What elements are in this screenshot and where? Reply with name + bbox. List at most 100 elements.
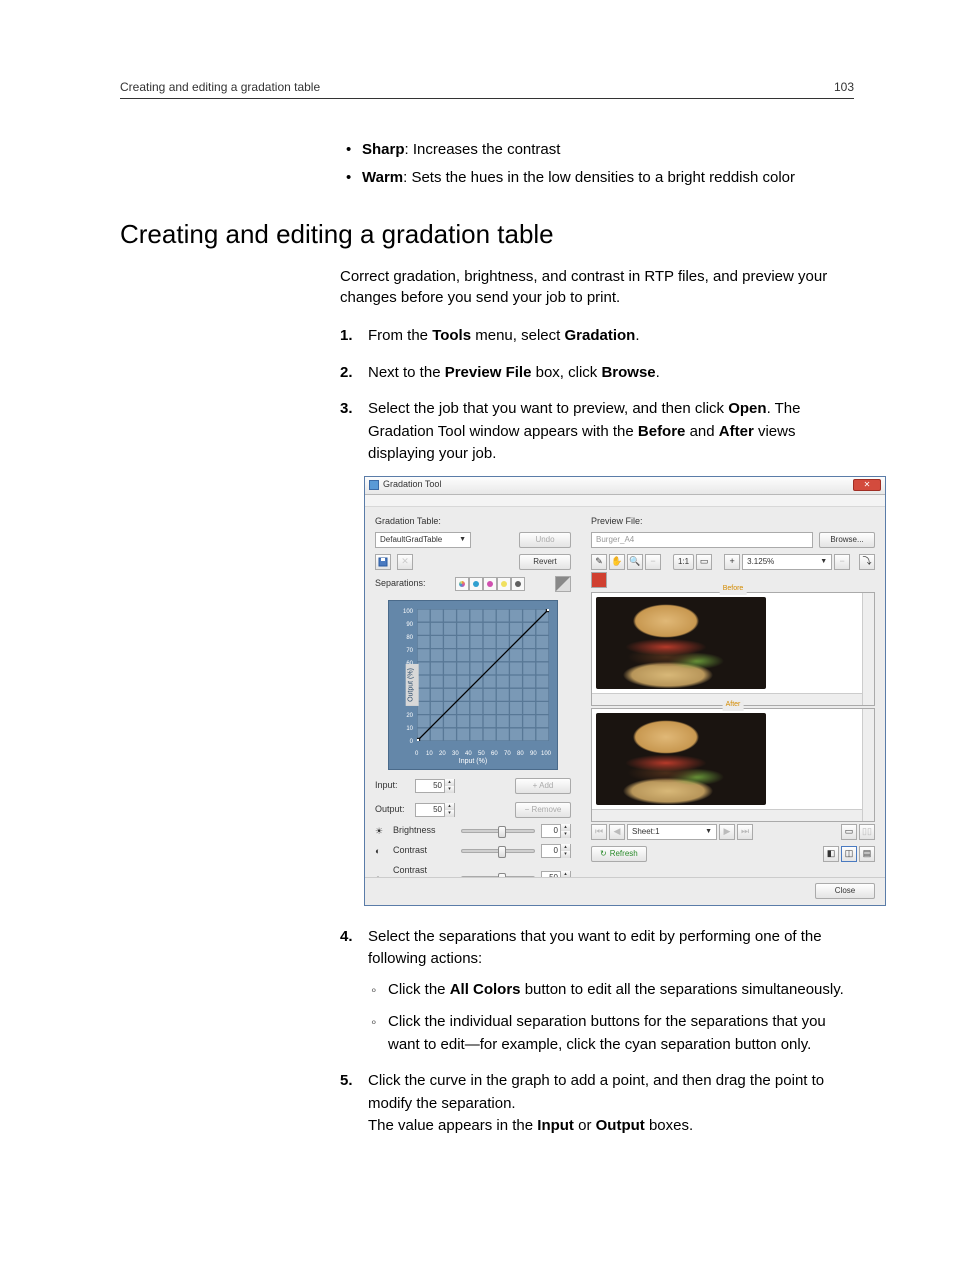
scrollbar-h[interactable] — [592, 809, 862, 821]
brightness-icon: ☀ — [375, 825, 387, 837]
svg-text:80: 80 — [517, 751, 524, 757]
gradation-tool-window: Gradation Tool ✕ Gradation Table: Defaul… — [364, 476, 886, 906]
svg-text:80: 80 — [406, 635, 413, 641]
zoom-minus-icon[interactable]: − — [834, 554, 850, 570]
delete-icon[interactable]: ✕ — [397, 554, 413, 570]
sheet-select[interactable]: Sheet:1▼ — [627, 824, 717, 840]
color-sample-icon[interactable] — [591, 572, 607, 588]
first-page-icon[interactable]: ⏮ — [591, 824, 607, 840]
chevron-down-icon: ▼ — [459, 535, 466, 546]
left-panel: Gradation Table: DefaultGradTable▼ Undo — [365, 507, 581, 877]
view-mode-3-icon[interactable]: ▤ — [859, 846, 875, 862]
brightness-value[interactable]: 0▴▾ — [541, 824, 571, 838]
gradation-table-label: Gradation Table: — [375, 515, 571, 529]
fit-page-icon[interactable]: ▭ — [696, 554, 712, 570]
separation-buttons — [455, 577, 525, 591]
contrast-value[interactable]: 0▴▾ — [541, 844, 571, 858]
preview-file-field[interactable]: Burger_A4 — [591, 532, 813, 548]
svg-text:0: 0 — [410, 739, 414, 743]
curve-xlabel: Input (%) — [459, 757, 487, 768]
sep-yellow-button[interactable] — [497, 577, 511, 591]
pointer-tool-icon[interactable]: ✎ — [591, 554, 607, 570]
reset-sep-icon[interactable] — [555, 576, 571, 592]
output-label: Output: — [375, 803, 415, 817]
close-icon[interactable]: ✕ — [853, 479, 881, 491]
titlebar[interactable]: Gradation Tool ✕ — [365, 477, 885, 495]
refresh-button[interactable]: ↻ Refresh — [591, 846, 647, 862]
steps-list: From the Tools menu, select Gradation. N… — [340, 325, 854, 1138]
svg-text:90: 90 — [406, 622, 413, 628]
close-button[interactable]: Close — [815, 883, 875, 899]
dialog-footer: Close — [365, 877, 885, 905]
zoom-out-icon[interactable]: − — [645, 554, 661, 570]
svg-text:20: 20 — [406, 713, 413, 719]
zoom-select[interactable]: 3.125%▼ — [742, 554, 832, 570]
svg-text:10: 10 — [426, 751, 433, 757]
header-left: Creating and editing a gradation table — [120, 80, 320, 94]
last-page-icon[interactable]: ⏭ — [737, 824, 753, 840]
fit-11-button[interactable]: 1:1 — [673, 554, 694, 570]
gradation-curve[interactable]: 1009080706050403020100 01020304050607080… — [388, 600, 558, 770]
hand-tool-icon[interactable]: ✋ — [609, 554, 625, 570]
right-panel: Preview File: Burger_A4 Browse... ✎ ✋ 🔍 … — [581, 507, 885, 877]
view-mode-2-icon[interactable]: ◫ — [841, 846, 857, 862]
revert-button[interactable]: Revert — [519, 554, 571, 570]
svg-text:60: 60 — [491, 751, 498, 757]
next-page-icon[interactable]: ▶ — [719, 824, 735, 840]
step-3: Select the job that you want to preview,… — [340, 398, 854, 906]
spread-mode-icon[interactable]: ▯▯ — [859, 824, 875, 840]
svg-text:70: 70 — [504, 751, 511, 757]
window-title: Gradation Tool — [383, 478, 441, 492]
after-label: After — [723, 700, 744, 711]
add-point-button[interactable]: + Add — [515, 778, 571, 794]
svg-text:0: 0 — [415, 751, 419, 757]
menubar — [365, 495, 885, 507]
step-1: From the Tools menu, select Gradation. — [340, 325, 854, 348]
svg-text:20: 20 — [439, 751, 446, 757]
svg-text:70: 70 — [406, 648, 413, 654]
after-preview: After — [591, 708, 875, 822]
step-2: Next to the Preview File box, click Brow… — [340, 362, 854, 385]
section-heading: Creating and editing a gradation table — [120, 219, 854, 250]
input-label: Input: — [375, 779, 415, 793]
svg-text:90: 90 — [530, 751, 537, 757]
prev-page-icon[interactable]: ◀ — [609, 824, 625, 840]
intro-bullet: Sharp: Increases the contrast — [340, 139, 854, 161]
page-header: Creating and editing a gradation table 1… — [120, 80, 854, 99]
step-4-sub: Click the All Colors button to edit all … — [368, 979, 854, 1002]
sep-magenta-button[interactable] — [483, 577, 497, 591]
rotate-icon[interactable]: ⤵ — [859, 554, 875, 570]
undo-button[interactable]: Undo — [519, 532, 571, 548]
step-5: Click the curve in the graph to add a po… — [340, 1070, 854, 1138]
step-4-sub: Click the individual separation buttons … — [368, 1011, 854, 1056]
intro-bullet-list: Sharp: Increases the contrast Warm: Sets… — [340, 139, 854, 189]
input-spinner[interactable]: 50▴▾ — [415, 779, 455, 793]
sep-black-button[interactable] — [511, 577, 525, 591]
browse-button[interactable]: Browse... — [819, 532, 875, 548]
page-mode-icon[interactable]: ▭ — [841, 824, 857, 840]
scrollbar-v[interactable] — [862, 709, 874, 821]
scrollbar-v[interactable] — [862, 593, 874, 705]
preview-image — [596, 713, 766, 805]
svg-text:100: 100 — [541, 751, 551, 757]
contrast-label: Contrast — [393, 844, 455, 858]
sep-all-button[interactable] — [455, 577, 469, 591]
brightness-slider[interactable] — [461, 829, 535, 833]
gradation-table-select[interactable]: DefaultGradTable▼ — [375, 532, 471, 548]
curve-ylabel: Output (%) — [406, 664, 419, 706]
svg-text:100: 100 — [403, 609, 414, 615]
view-mode-1-icon[interactable]: ◧ — [823, 846, 839, 862]
output-spinner[interactable]: 50▴▾ — [415, 803, 455, 817]
sep-cyan-button[interactable] — [469, 577, 483, 591]
contrast-slider[interactable] — [461, 849, 535, 853]
zoom-plus-icon[interactable]: + — [724, 554, 740, 570]
svg-text:10: 10 — [406, 726, 413, 732]
zoom-in-icon[interactable]: 🔍 — [627, 554, 643, 570]
contrast-icon: ◐ — [375, 845, 387, 857]
brightness-label: Brightness — [393, 824, 455, 838]
before-preview: Before — [591, 592, 875, 706]
save-icon[interactable] — [375, 554, 391, 570]
remove-point-button[interactable]: − Remove — [515, 802, 571, 818]
step-4: Select the separations that you want to … — [340, 926, 854, 1057]
separations-label: Separations: — [375, 577, 426, 591]
